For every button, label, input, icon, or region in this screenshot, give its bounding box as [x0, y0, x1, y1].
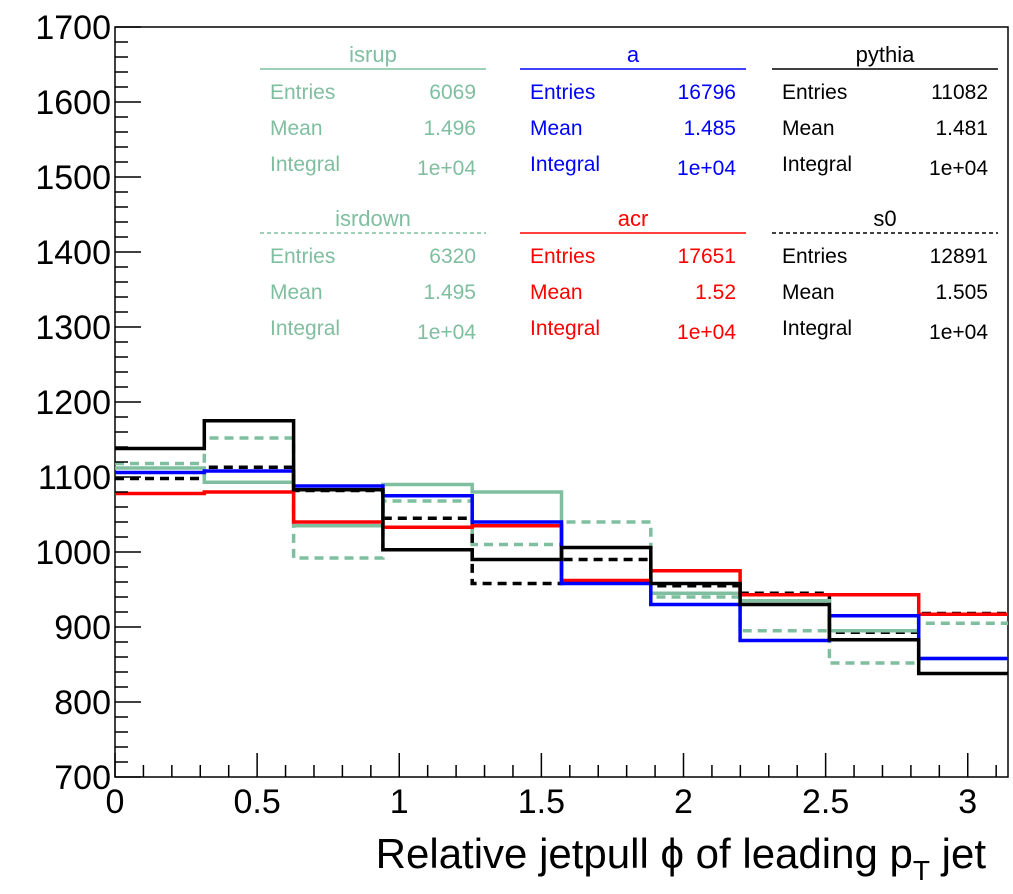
stats-label: Mean: [530, 117, 583, 140]
stats-value: 17651: [678, 245, 736, 268]
x-tick-label: 0: [106, 783, 125, 821]
y-tick-label: 1000: [35, 534, 111, 572]
stats-box-title: acr: [618, 206, 649, 231]
stats-layer: isrup Entries 6069 Mean 1.496 Integral 1e+04 a E…: [260, 42, 998, 344]
y-tick-label: 700: [54, 759, 111, 797]
stats-label: Integral: [530, 317, 600, 340]
stats-label: Entries: [270, 81, 335, 104]
axes-layer: 0 0.5 1 1.5 2 2.5 3700800900100011001200130014…: [35, 9, 997, 821]
x-tick-label: 3: [958, 783, 977, 821]
stats-value: 1e+04: [677, 157, 736, 180]
stats-box-pythia: pythia Entries 11082 Mean 1.481 Integral 1e+04: [772, 42, 998, 180]
stats-box-acr: acr Entries 17651 Mean 1.52 Integral 1e+04: [520, 206, 746, 344]
stats-label: Entries: [782, 245, 847, 268]
stats-label: Mean: [782, 281, 835, 304]
stats-value: 1e+04: [929, 157, 988, 180]
y-tick-label: 1100: [38, 459, 111, 497]
series-line-pythia: [115, 419, 1008, 676]
stats-box-a: a Entries 16796 Mean 1.485 Integral 1e+04: [520, 42, 746, 180]
stats-label: Entries: [530, 245, 595, 268]
stats-label: Mean: [270, 117, 323, 140]
x-tick-label: 1.5: [518, 783, 565, 821]
stats-label: Mean: [270, 281, 323, 304]
stats-value: 1e+04: [417, 321, 476, 344]
stats-box-title: a: [627, 42, 640, 67]
stats-value: 6320: [429, 245, 476, 268]
x-tick-label: 1: [390, 783, 409, 821]
x-axis-title: Relative jetpull ϕ of leading pT jet: [376, 830, 987, 886]
y-tick-label: 900: [54, 609, 111, 647]
y-tick-label: 1400: [35, 234, 111, 272]
stats-value: 16796: [678, 81, 736, 104]
y-tick-label: 1700: [35, 9, 111, 47]
y-tick-label: 1500: [35, 159, 111, 197]
stats-value: 1.495: [423, 281, 476, 304]
x-tick-label: 2: [674, 783, 693, 821]
stats-box-s0: s0 Entries 12891 Mean 1.505 Integral 1e+04: [772, 206, 998, 344]
stats-label: Integral: [782, 317, 852, 340]
stats-value: 1.481: [935, 117, 988, 140]
stats-box-isrup: isrup Entries 6069 Mean 1.496 Integral 1e+04: [260, 42, 486, 180]
stats-value: 1.496: [423, 117, 476, 140]
stats-label: Integral: [530, 153, 600, 176]
series-layer: [115, 419, 1008, 676]
stats-label: Mean: [530, 281, 583, 304]
x-tick-label: 2.5: [802, 783, 849, 821]
stats-label: Entries: [530, 81, 595, 104]
stats-label: Integral: [782, 153, 852, 176]
stats-value: 1.505: [935, 281, 988, 304]
series-line-isrdown: [115, 436, 1008, 665]
stats-value: 1e+04: [677, 321, 736, 344]
y-tick-label: 800: [54, 684, 111, 722]
stats-label: Mean: [782, 117, 835, 140]
stats-value: 6069: [429, 81, 476, 104]
stats-value: 1.485: [683, 117, 736, 140]
stats-label: Integral: [270, 153, 340, 176]
stats-box-title: isrup: [349, 42, 397, 67]
stats-value: 1e+04: [417, 157, 476, 180]
stats-label: Entries: [782, 81, 847, 104]
stats-value: 1e+04: [929, 321, 988, 344]
y-tick-label: 1300: [35, 309, 111, 347]
stats-label: Entries: [270, 245, 335, 268]
x-tick-label: 0.5: [233, 783, 280, 821]
stats-value: 1.52: [695, 281, 736, 304]
stats-label: Integral: [270, 317, 340, 340]
stats-value: 11082: [931, 81, 988, 104]
y-tick-label: 1600: [35, 84, 111, 122]
stats-box-title: isrdown: [335, 206, 411, 231]
stats-box-title: pythia: [856, 42, 915, 67]
stats-value: 12891: [930, 245, 988, 268]
y-tick-label: 1200: [35, 384, 111, 422]
stats-box-title: s0: [873, 206, 896, 231]
